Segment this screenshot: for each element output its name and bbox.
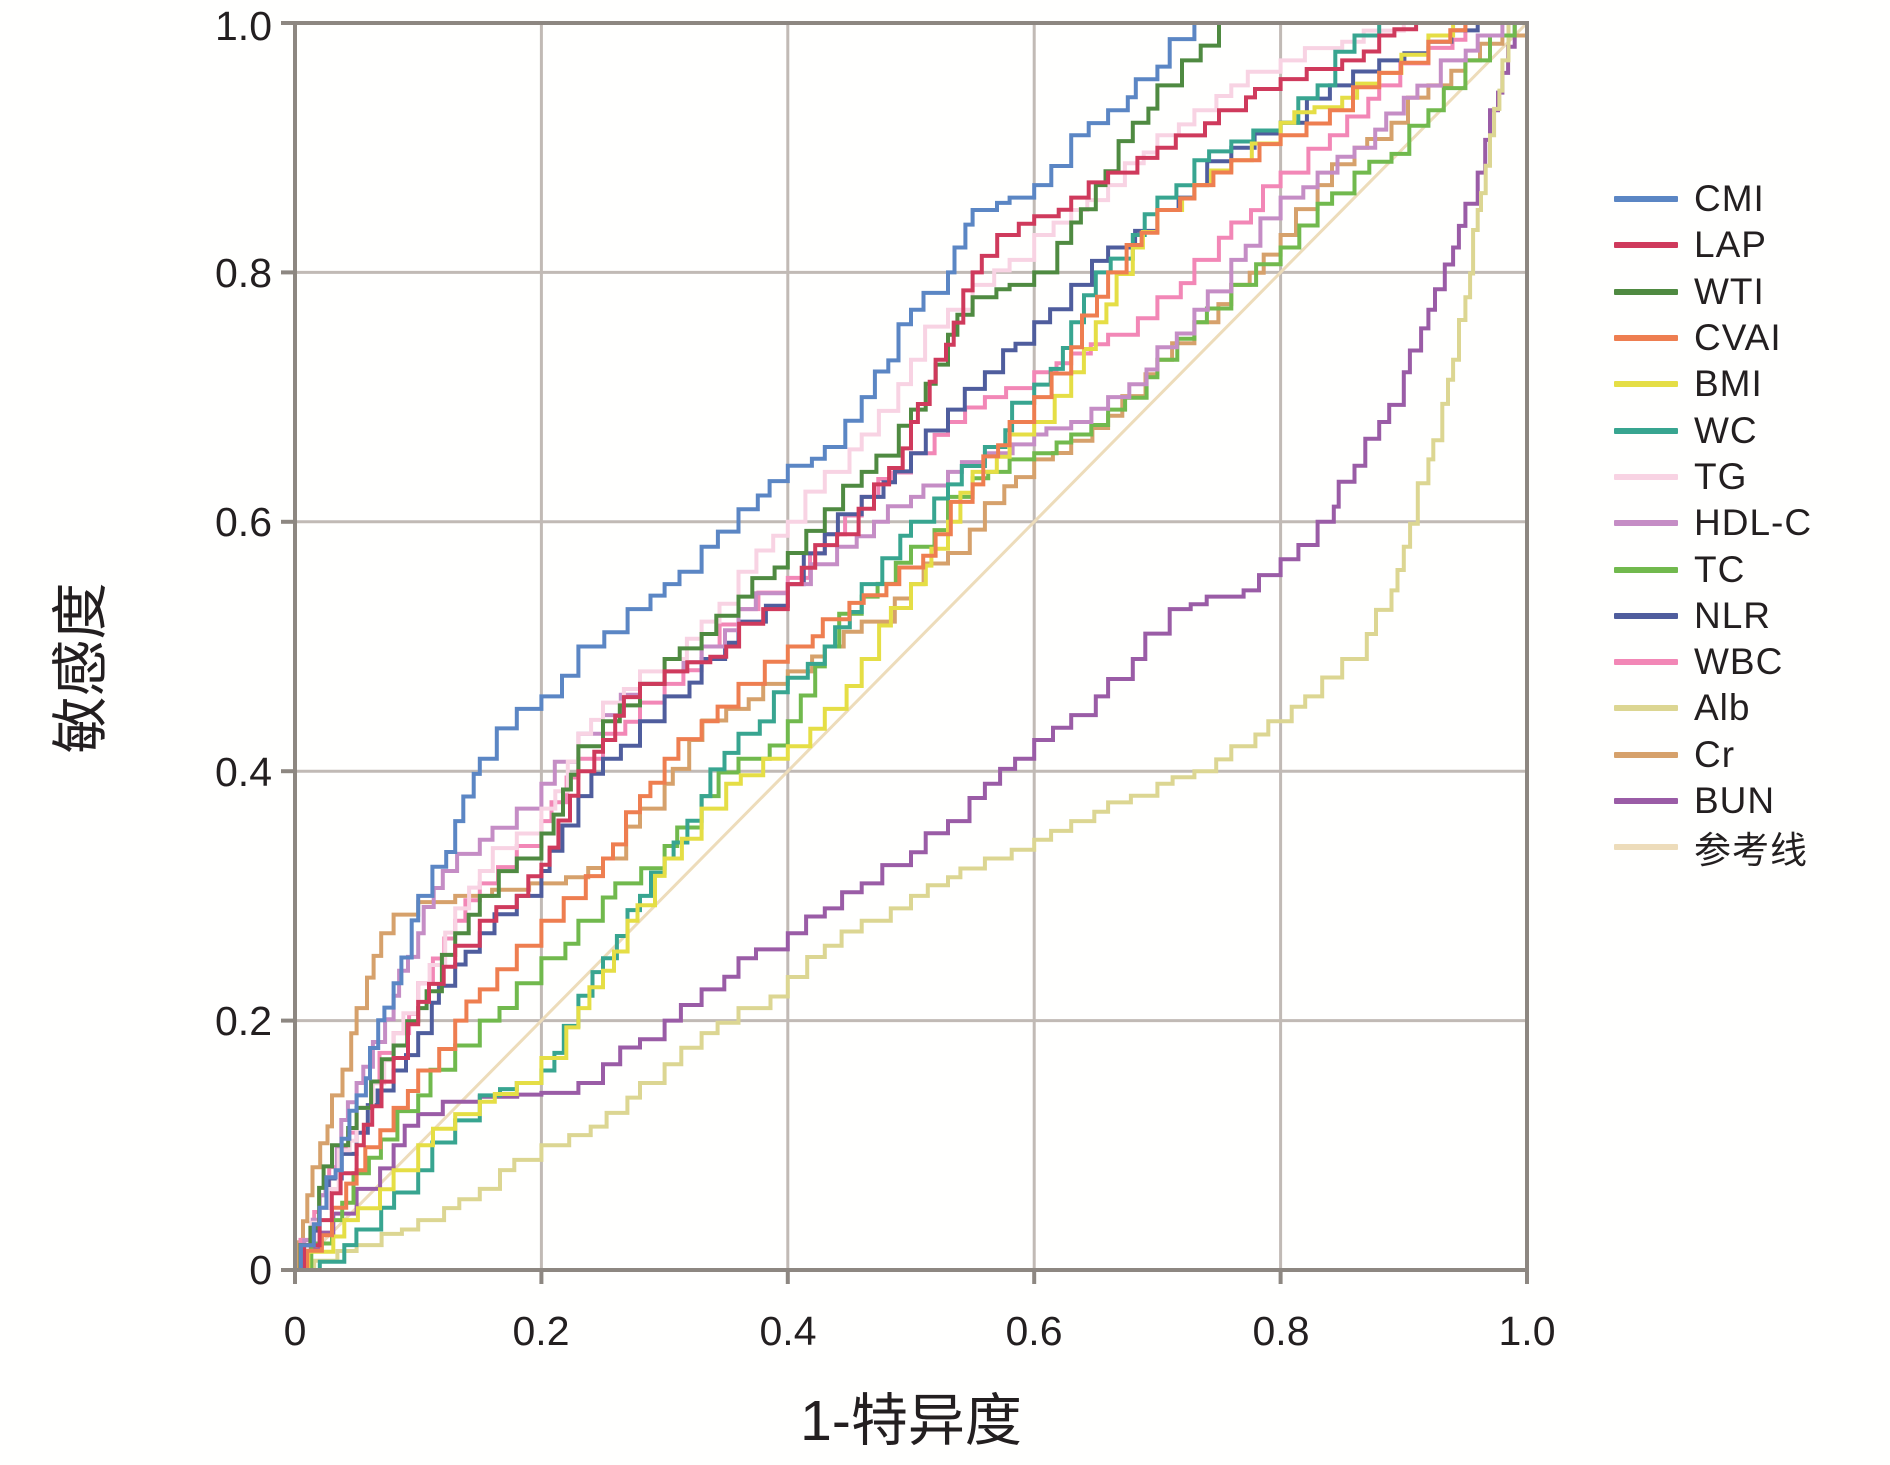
legend-swatch-bun: [1614, 798, 1678, 804]
x-tick-0_6: 0.6: [1006, 1308, 1063, 1354]
legend-label-bmi: BMI: [1694, 363, 1763, 405]
roc-curve-HDL-C: [295, 21, 1527, 1272]
roc-curve-BUN: [295, 21, 1527, 1272]
legend-swatch-tg: [1614, 473, 1678, 480]
legend-swatch-wc: [1614, 427, 1678, 434]
legend-swatch-cvai: [1614, 335, 1678, 342]
legend-item-cmi: CMI: [1614, 176, 1812, 222]
legend-item-wti: WTI: [1614, 269, 1812, 315]
legend-swatch-cr: [1614, 751, 1678, 758]
legend-label-wc: WC: [1694, 409, 1758, 451]
legend-label-reference-line: 参考线: [1694, 830, 1808, 872]
legend-swatch-nlr: [1614, 612, 1678, 619]
legend-item-bmi: BMI: [1614, 361, 1812, 407]
legend-item-wc: WC: [1614, 407, 1812, 453]
legend-label-cr: Cr: [1694, 733, 1736, 775]
legend-swatch-tc: [1614, 566, 1678, 573]
legend-label-alb: Alb: [1694, 687, 1751, 729]
roc-curve-WTI: [295, 21, 1527, 1272]
x-tick-1_0: 1.0: [1499, 1308, 1556, 1354]
legend-label-wbc: WBC: [1694, 641, 1784, 683]
legend-item-bun: BUN: [1614, 778, 1812, 824]
legend-item-cvai: CVAI: [1614, 315, 1812, 361]
legend-item-nlr: NLR: [1614, 593, 1812, 639]
legend-label-cvai: CVAI: [1694, 317, 1782, 359]
legend-label-wti: WTI: [1694, 270, 1765, 312]
legend-label-lap: LAP: [1694, 224, 1767, 266]
legend-item-wbc: WBC: [1614, 639, 1812, 685]
roc-curve-TG: [295, 21, 1527, 1272]
y-tick-1_0: 1.0: [215, 3, 272, 49]
roc-curve-Alb: [295, 21, 1527, 1272]
legend-swatch-alb: [1614, 705, 1678, 712]
x-tick-0_8: 0.8: [1253, 1308, 1310, 1354]
roc-curve-LAP: [295, 21, 1527, 1272]
x-tick-0_2: 0.2: [513, 1308, 570, 1354]
y-tick-0: 0: [249, 1247, 272, 1293]
legend-swatch-reference-line: [1614, 844, 1678, 851]
legend-swatch-wbc: [1614, 659, 1678, 666]
x-axis-title: 1-特异度: [800, 1389, 1022, 1453]
plot-border: [293, 21, 1529, 1272]
y-axis-title: 敏感度: [49, 583, 113, 754]
legend-item-cr: Cr: [1614, 732, 1812, 778]
y-tick-0_6: 0.6: [215, 499, 272, 545]
legend-label-nlr: NLR: [1694, 594, 1772, 636]
y-tick-0_8: 0.8: [215, 250, 272, 296]
roc-curve-参考线: [293, 21, 1529, 1272]
legend-label-bun: BUN: [1694, 780, 1776, 821]
legend-item-lap: LAP: [1614, 222, 1812, 268]
legend-swatch-bmi: [1614, 381, 1678, 388]
roc-curve-Cr: [295, 23, 1529, 1272]
roc-curve-TC: [295, 21, 1527, 1272]
legend-item-tg: TG: [1614, 454, 1812, 500]
plot-frame: [281, 21, 1529, 1284]
roc-curve-CVAI: [295, 21, 1527, 1272]
legend-swatch-wti: [1614, 288, 1678, 295]
legend-label-tg: TG: [1694, 455, 1748, 497]
roc-curve-CMI: [295, 21, 1527, 1272]
y-tick-0_4: 0.4: [215, 749, 272, 795]
legend-item-alb: Alb: [1614, 685, 1812, 731]
legend-swatch-lap: [1614, 242, 1678, 249]
roc-curves: [293, 21, 1529, 1272]
legend-label-tc: TC: [1694, 548, 1746, 590]
legend-item-reference-line: 参考线: [1614, 824, 1812, 871]
legend-item-tc: TC: [1614, 546, 1812, 592]
x-axis-tick-labels: 0 0.2 0.4 0.6 0.8 1.0: [284, 1308, 1556, 1354]
y-tick-0_2: 0.2: [215, 998, 272, 1044]
x-tick-0_4: 0.4: [760, 1308, 817, 1354]
legend-item-hdl-c: HDL-C: [1614, 500, 1812, 546]
legend-swatch-hdl-c: [1614, 520, 1678, 527]
y-axis-tick-labels: 0 0.2 0.4 0.6 0.8 1.0: [215, 3, 272, 1293]
x-tick-0: 0: [284, 1308, 307, 1354]
legend-swatch-cmi: [1614, 196, 1678, 203]
legend-label-hdl-c: HDL-C: [1694, 502, 1813, 544]
legend-label-cmi: CMI: [1694, 178, 1765, 220]
legend: CMI LAP WTI CVAI BMI WC TG HDL-C: [1614, 176, 1812, 871]
